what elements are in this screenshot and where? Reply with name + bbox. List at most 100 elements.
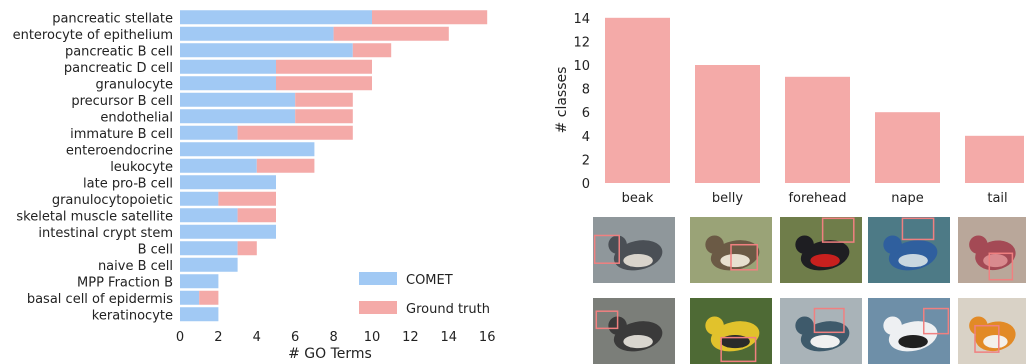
bar-ground-truth-pancreatic-stellate	[372, 10, 488, 25]
bar-comet-immature-b-cell	[180, 125, 238, 140]
bar-comet-endothelial	[180, 109, 296, 124]
bird-thumbnail-red-finch	[958, 217, 1026, 283]
category-label-pancreatic-stellate: pancreatic stellate	[52, 11, 173, 26]
go-terms-bars	[180, 10, 488, 322]
cell-type-labels: pancreatic stellate enterocyte of epithel…	[13, 11, 174, 323]
bar-ground-truth-leukocyte	[256, 158, 315, 173]
go-terms-x-ticks: 0 2 4 6 8 10 12 14 16	[176, 330, 496, 345]
y-tick-label: 0	[582, 177, 590, 192]
category-label-immature-b-cell: immature B cell	[70, 127, 173, 142]
bar-comet-b-cell	[180, 241, 238, 256]
classes-per-part-chart: 0 2 4 6 8 10 12 14 # classes beak belly forehead n…	[554, 12, 1024, 206]
x-tick-label: 10	[364, 330, 381, 345]
x-tick-label: 2	[214, 330, 222, 345]
x-tick-label: 6	[291, 330, 299, 345]
category-label-granulocyte: granulocyte	[95, 77, 173, 92]
bar-ground-truth-enterocyte-of-epithelium	[333, 26, 449, 41]
y-tick-label: 4	[582, 130, 590, 145]
legend-label-ground-truth: Ground truth	[406, 302, 490, 317]
bar-comet-granulocytopoietic	[180, 191, 219, 206]
bird-part-labels: beak belly forehead nape tail	[622, 191, 1008, 206]
legend-swatch-comet	[359, 272, 397, 285]
bar-comet-enterocyte-of-epithelium	[180, 26, 334, 41]
category-label-keratinocyte: keratinocyte	[92, 308, 173, 323]
category-label-mpp-fraction-b: MPP Fraction B	[77, 275, 173, 290]
bar-comet-pancreatic-d-cell	[180, 59, 276, 74]
classes-y-axis-label: # classes	[554, 67, 570, 134]
y-tick-label: 6	[582, 106, 590, 121]
category-label-enterocyte-of-epithelium: enterocyte of epithelium	[13, 28, 173, 43]
category-label-skeletal-muscle-satellite: skeletal muscle satellite	[16, 209, 173, 224]
bar-ground-truth-pancreatic-b-cell	[352, 43, 392, 58]
part-highlight-box	[720, 336, 757, 363]
bar-ground-truth-b-cell	[237, 241, 257, 256]
bar-comet-basal-cell-of-epidermis	[180, 290, 200, 305]
bird-thumbnail-grid	[593, 217, 1026, 364]
bar-ground-truth-endothelial	[295, 109, 353, 124]
bar-ground-truth-granulocyte	[276, 76, 372, 91]
category-label-leukocyte: leukocyte	[110, 160, 173, 175]
go-terms-x-axis-label: # GO Terms	[288, 346, 372, 362]
bar-comet-enteroendocrine	[180, 142, 315, 157]
bar-comet-keratinocyte	[180, 307, 219, 322]
category-label-precursor-b-cell: precursor B cell	[71, 94, 173, 109]
bird-thumbnail-orange-bird-wings	[958, 298, 1026, 364]
bar-ground-truth-pancreatic-d-cell	[276, 59, 372, 74]
bird-thumbnail-bluebird-on-branch	[868, 217, 950, 283]
y-tick-label: 14	[573, 12, 590, 27]
y-tick-label: 10	[573, 59, 590, 74]
x-tick-label: 8	[329, 330, 337, 345]
part-highlight-box	[988, 252, 1014, 281]
bird-thumbnail-streaked-sparrow	[690, 217, 772, 283]
part-highlight-box	[923, 307, 950, 335]
go-terms-legend: COMET Ground truth	[359, 272, 490, 317]
category-label-pancreatic-b-cell: pancreatic B cell	[65, 44, 173, 59]
part-highlight-box	[730, 243, 758, 271]
category-label-tail: tail	[987, 191, 1007, 206]
x-tick-label: 0	[176, 330, 184, 345]
part-highlight-box	[901, 217, 935, 241]
bar-comet-intestinal-crypt-stem	[180, 224, 276, 239]
bar-comet-precursor-b-cell	[180, 92, 296, 107]
category-label-intestinal-crypt-stem: intestinal crypt stem	[38, 226, 173, 241]
category-label-basal-cell-of-epidermis: basal cell of epidermis	[27, 292, 173, 307]
y-tick-label: 12	[573, 35, 590, 50]
bar-tail	[965, 135, 1024, 183]
category-label-nape: nape	[891, 191, 923, 206]
bird-thumbnail-white-tern	[868, 298, 950, 364]
bar-comet-leukocyte	[180, 158, 257, 173]
bar-comet-skeletal-muscle-satellite	[180, 208, 238, 223]
x-tick-label: 12	[402, 330, 419, 345]
classes-bars	[605, 17, 1024, 183]
bar-belly	[695, 65, 760, 183]
part-highlight-box	[813, 307, 845, 334]
category-label-endothelial: endothelial	[100, 110, 173, 125]
bird-thumbnail-red-headed-woodpecker	[780, 217, 862, 283]
part-highlight-box	[593, 234, 620, 264]
bird-thumbnail-yellow-warbler	[690, 298, 772, 364]
bar-ground-truth-granulocytopoietic	[218, 191, 276, 206]
bar-comet-granulocyte	[180, 76, 276, 91]
legend-label-comet: COMET	[406, 273, 453, 288]
bar-comet-naive-b-cell	[180, 257, 238, 272]
x-tick-label: 16	[479, 330, 496, 345]
x-tick-label: 14	[441, 330, 458, 345]
bird-thumbnail-dark-grey-bird-on-rock	[593, 217, 675, 283]
classes-y-ticks: 0 2 4 6 8 10 12 14	[573, 12, 590, 192]
category-label-forehead: forehead	[788, 191, 846, 206]
x-tick-label: 4	[253, 330, 261, 345]
category-label-beak: beak	[622, 191, 654, 206]
bar-ground-truth-basal-cell-of-epidermis	[199, 290, 219, 305]
bird-thumbnail-grey-shorebird	[593, 298, 675, 364]
bar-forehead	[785, 76, 850, 183]
bird-thumbnail-kingfisher	[780, 298, 862, 364]
part-highlight-box	[974, 324, 1000, 353]
bar-nape	[875, 112, 940, 183]
bar-beak	[605, 17, 670, 183]
category-label-pancreatic-d-cell: pancreatic D cell	[64, 61, 173, 76]
bar-ground-truth-precursor-b-cell	[295, 92, 353, 107]
y-tick-label: 2	[582, 153, 590, 168]
part-highlight-box	[595, 310, 619, 330]
category-label-b-cell: B cell	[138, 242, 173, 257]
